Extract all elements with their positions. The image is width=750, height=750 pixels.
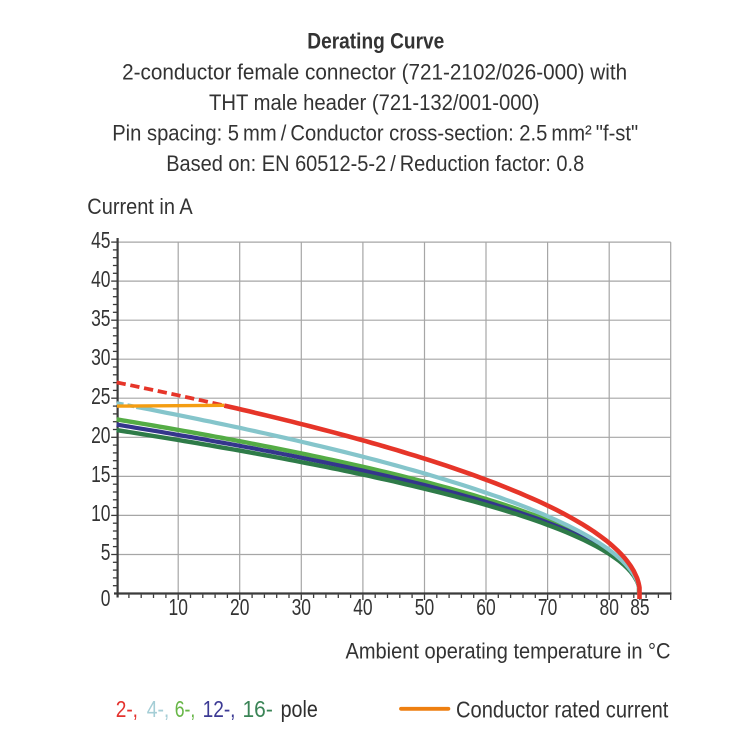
svg-text:15: 15 [91,461,110,487]
svg-text:Based on: EN 60512-5-2 / Reduc: Based on: EN 60512-5-2 / Reduction facto… [166,151,584,176]
svg-text:25: 25 [91,383,110,409]
svg-text:30: 30 [91,344,110,370]
svg-text:20: 20 [230,594,249,620]
svg-text:40: 40 [353,594,372,620]
svg-text:45: 45 [91,227,110,253]
svg-text:Ambient operating temperature: Ambient operating temperature in °C [346,638,671,663]
svg-text:6-,: 6-, [175,696,196,722]
svg-text:Derating Curve: Derating Curve [307,29,444,54]
svg-text:pole: pole [281,696,318,722]
svg-text:0: 0 [101,585,111,611]
svg-text:Pin spacing: 5 mm / Conductor: Pin spacing: 5 mm / Conductor cross-sect… [112,120,638,145]
svg-text:12-,: 12-, [203,696,236,722]
svg-text:10: 10 [169,594,188,620]
svg-text:THT male header (721-132/001-0: THT male header (721-132/001-000) [209,90,540,115]
svg-text:2-conductor female connector (: 2-conductor female connector (721-2102/0… [122,59,627,84]
svg-text:5: 5 [101,539,111,565]
svg-text:16-: 16- [243,696,273,722]
svg-text:40: 40 [91,266,110,292]
svg-text:30: 30 [292,594,311,620]
svg-text:35: 35 [91,305,110,331]
svg-text:2-,: 2-, [116,696,138,722]
svg-text:4-,: 4-, [147,696,170,722]
svg-text:10: 10 [91,500,110,526]
svg-text:60: 60 [476,594,495,620]
svg-text:50: 50 [415,594,434,620]
svg-text:70: 70 [538,594,557,620]
svg-text:85: 85 [630,594,649,620]
svg-text:Current in A: Current in A [87,194,193,219]
svg-text:20: 20 [91,422,110,448]
svg-text:Conductor rated current: Conductor rated current [456,697,669,723]
svg-text:80: 80 [600,594,619,620]
